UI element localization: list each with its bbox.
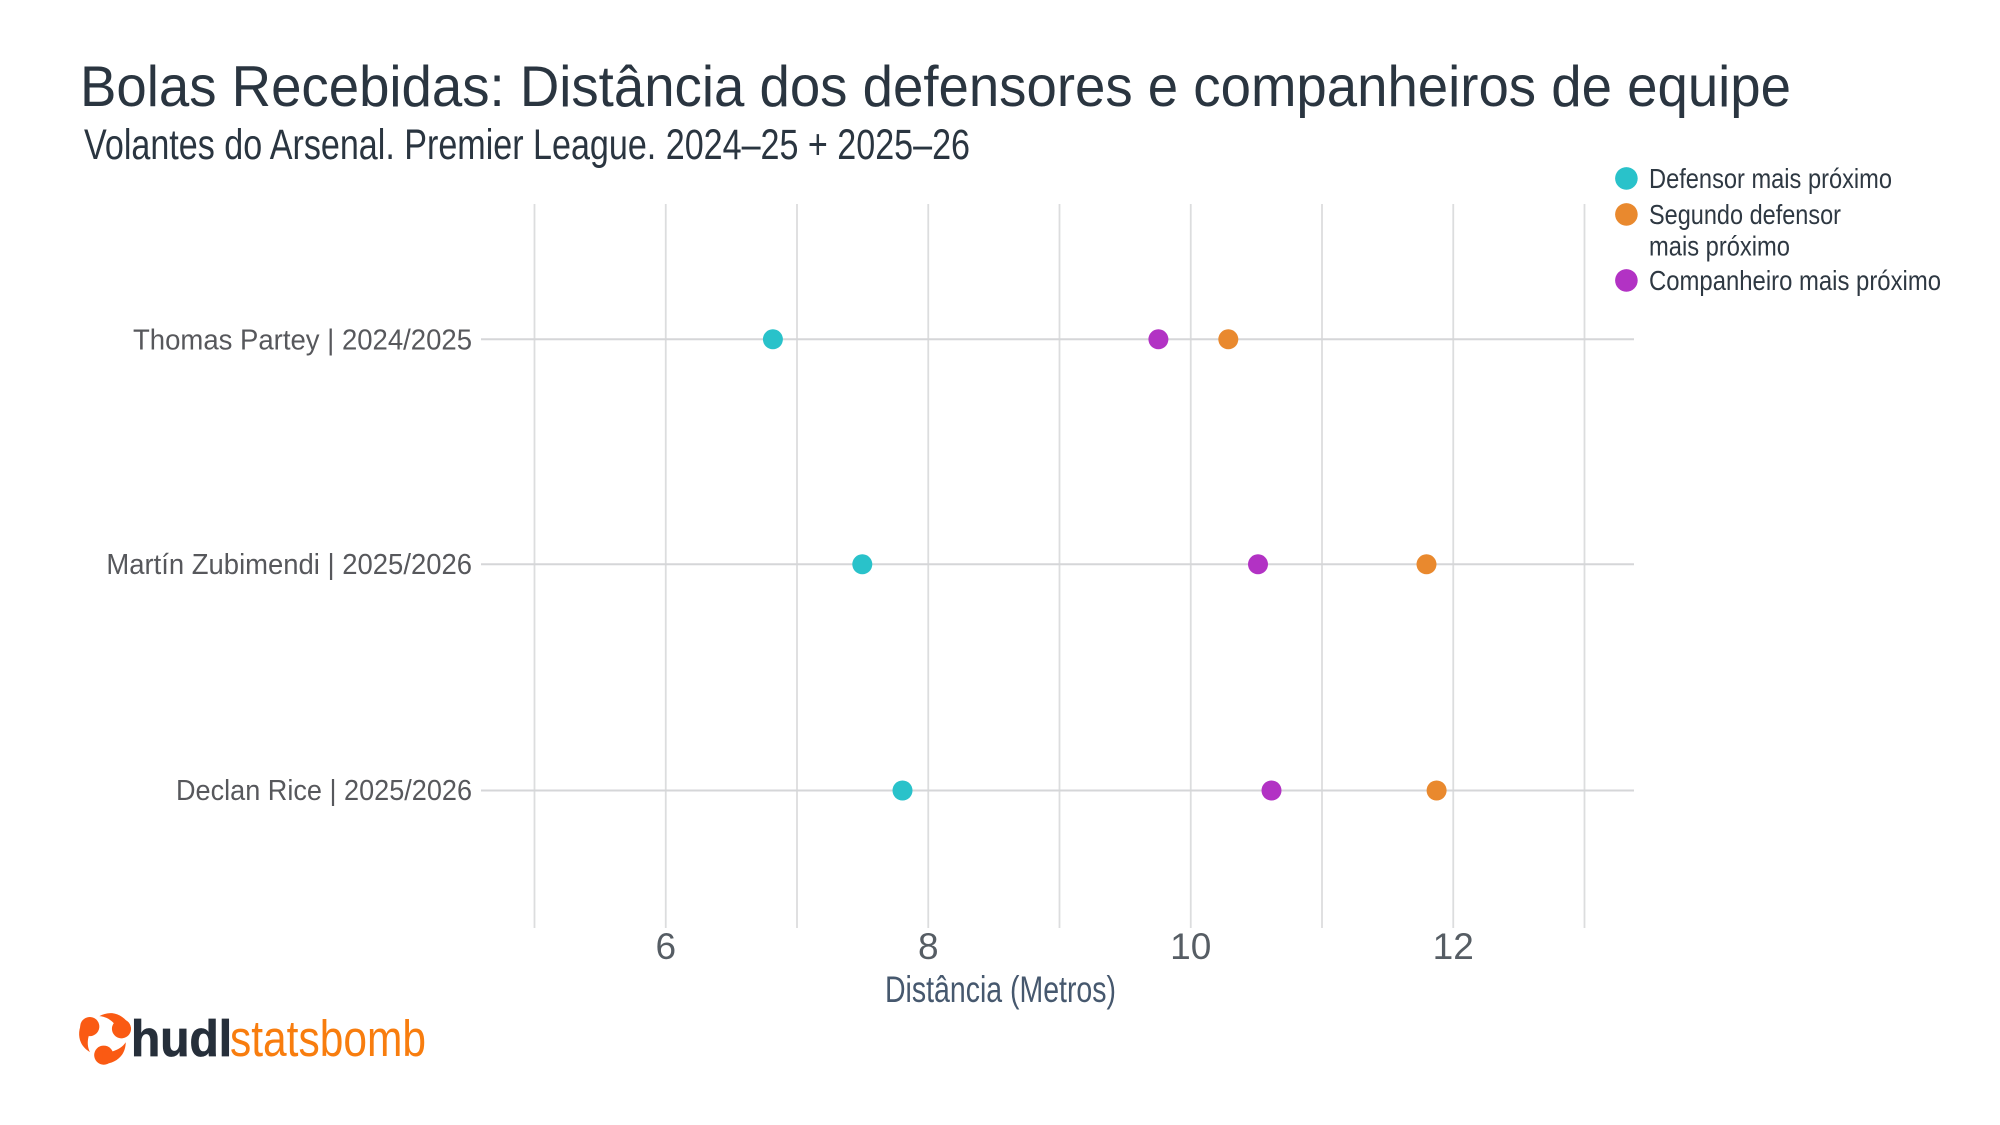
svg-text:Segundo defensor: Segundo defensor (1649, 199, 1841, 230)
svg-text:6: 6 (655, 926, 676, 967)
svg-text:8: 8 (918, 926, 939, 967)
svg-text:Distância (Metros): Distância (Metros) (885, 969, 1116, 1010)
svg-text:Companheiro mais próximo: Companheiro mais próximo (1649, 265, 1941, 296)
svg-text:12: 12 (1433, 926, 1474, 967)
svg-text:statsbomb: statsbomb (230, 1010, 426, 1067)
svg-text:mais próximo: mais próximo (1649, 231, 1790, 262)
svg-text:hudl: hudl (131, 1010, 232, 1067)
svg-text:10: 10 (1170, 926, 1211, 967)
svg-text:Thomas Partey | 2024/2025: Thomas Partey | 2024/2025 (133, 324, 472, 356)
svg-text:Declan Rice | 2025/2026: Declan Rice | 2025/2026 (176, 775, 472, 807)
svg-text:Volantes do Arsenal. Premier L: Volantes do Arsenal. Premier League. 202… (84, 122, 970, 169)
svg-text:Martín Zubimendi | 2025/2026: Martín Zubimendi | 2025/2026 (106, 549, 472, 581)
svg-text:Defensor mais próximo: Defensor mais próximo (1649, 163, 1892, 194)
svg-text:Bolas Recebidas: Distância dos: Bolas Recebidas: Distância dos defensore… (80, 55, 1791, 119)
